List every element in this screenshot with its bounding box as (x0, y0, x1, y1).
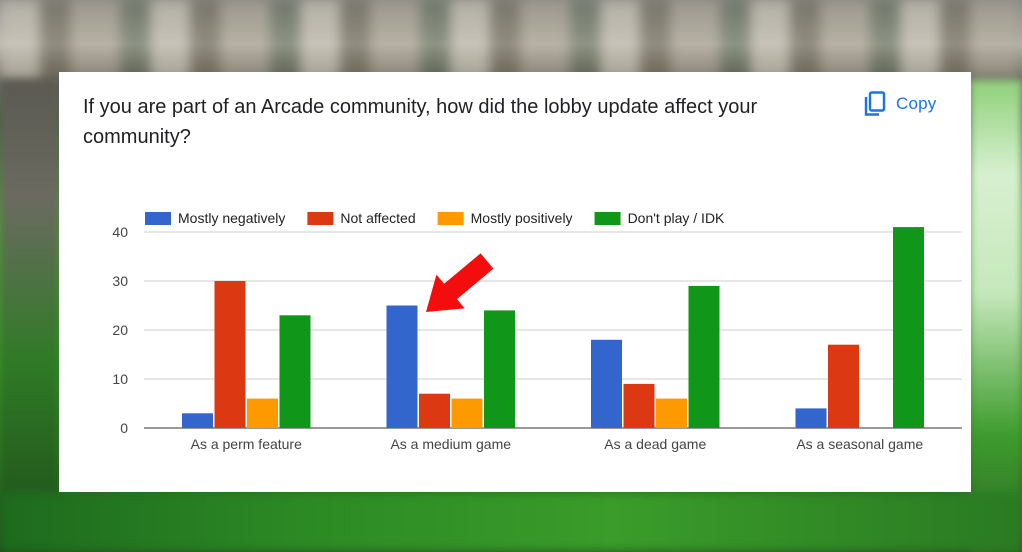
bar (623, 383, 655, 428)
background-blur-left (0, 80, 60, 552)
bar (656, 398, 687, 428)
legend-swatch (594, 212, 621, 225)
background-blur-top (0, 0, 1022, 80)
bar (828, 344, 859, 428)
bar (893, 227, 924, 428)
bar (419, 393, 450, 428)
x-tick-label: As a seasonal game (796, 436, 923, 452)
red-arrow-annotation (426, 253, 494, 312)
x-tick-label: As a perm feature (191, 436, 302, 452)
legend-swatch (437, 212, 464, 225)
bar (795, 408, 827, 428)
survey-result-card: If you are part of an Arcade community, … (59, 72, 971, 492)
copy-button[interactable]: Copy (864, 90, 937, 118)
y-tick-label: 20 (112, 322, 128, 338)
bar (279, 315, 311, 428)
y-tick-label: 10 (112, 371, 128, 387)
x-tick-label: As a dead game (604, 436, 706, 452)
bar (688, 285, 720, 428)
background-blur-right (970, 80, 1022, 552)
y-tick-label: 0 (120, 420, 128, 436)
x-tick-label: As a medium game (390, 436, 511, 452)
y-tick-label: 40 (112, 224, 128, 240)
bar (214, 281, 246, 428)
copy-label: Copy (896, 94, 937, 113)
legend-label: Not affected (340, 210, 415, 226)
y-tick-label: 30 (112, 273, 128, 289)
legend-swatch (145, 212, 171, 225)
bar (591, 339, 622, 428)
question-title: If you are part of an Arcade community, … (83, 96, 758, 148)
bar (386, 305, 418, 428)
background-blur-bottom (0, 492, 1022, 552)
legend-label: Mostly positively (471, 210, 573, 226)
bar (247, 398, 278, 428)
legend-swatch (307, 212, 334, 225)
bar (484, 310, 515, 428)
bar (182, 413, 213, 428)
legend-label: Don't play / IDK (628, 210, 725, 226)
bar-chart: 0 10 20 30 40 Mostly negatively Not affected Mo… (112, 210, 962, 452)
copy-icon (864, 91, 886, 116)
bar (451, 398, 483, 428)
legend-label: Mostly negatively (178, 210, 285, 226)
